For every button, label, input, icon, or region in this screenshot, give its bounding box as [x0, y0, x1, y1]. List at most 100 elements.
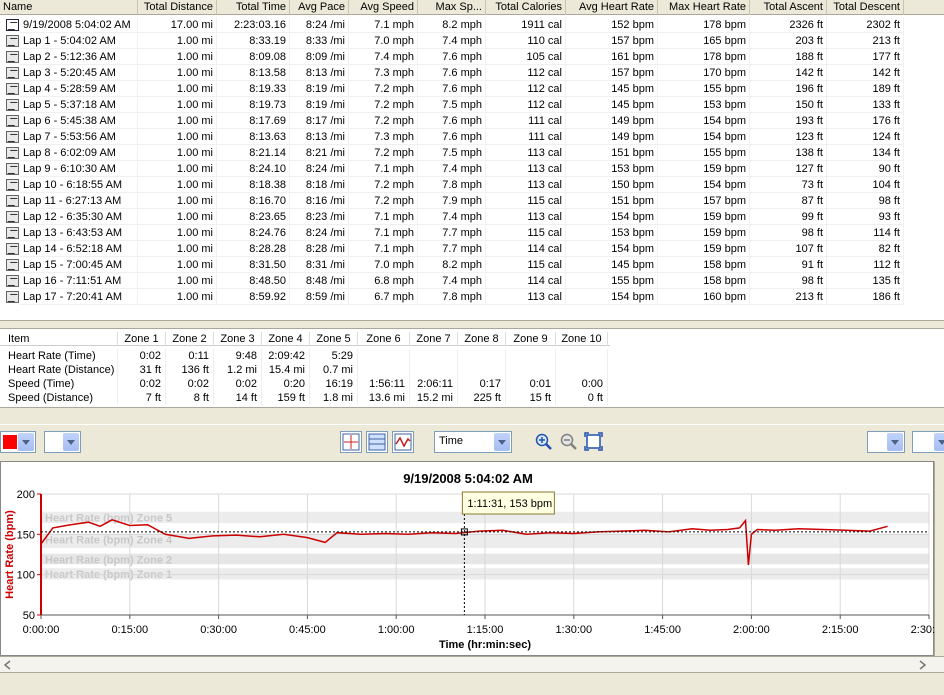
zone-column-header[interactable]: Zone 7: [410, 332, 458, 346]
line-color-select[interactable]: [0, 431, 36, 453]
x-tick-label: 1:30:00: [555, 624, 592, 636]
horizontal-scrollbar[interactable]: [0, 656, 944, 672]
chevron-down-icon[interactable]: [18, 433, 34, 451]
lap-row[interactable]: Lap 3 - 5:20:45 AM 1.00 mi 8:13.58 8:13 /mi…: [0, 65, 944, 81]
lap-icon: [6, 51, 19, 63]
zone-column-header[interactable]: Zone 3: [214, 332, 262, 346]
zoom-out-icon[interactable]: [559, 432, 579, 452]
lap-row[interactable]: Lap 9 - 6:10:30 AM 1.00 mi 8:24.10 8:24 /mi…: [0, 161, 944, 177]
table-cell: 7.4 mph: [418, 161, 486, 177]
column-header[interactable]: Avg Pace: [290, 0, 349, 15]
style-select[interactable]: [44, 431, 81, 453]
lap-row[interactable]: Lap 14 - 6:52:18 AM 1.00 mi 8:28.28 8:28 /m…: [0, 241, 944, 257]
lap-row[interactable]: Lap 16 - 7:11:51 AM 1.00 mi 8:48.50 8:48 /m…: [0, 273, 944, 289]
zone-column-header[interactable]: Zone 9: [506, 332, 556, 346]
table-cell: 1.00 mi: [138, 225, 217, 241]
right-select-1[interactable]: [867, 431, 905, 453]
chart-canvas[interactable]: Heart Rate (bpm) Zone 5 Heart Rate (bpm) …: [1, 462, 944, 657]
lap-row[interactable]: Lap 10 - 6:18:55 AM 1.00 mi 8:18.38 8:18 /m…: [0, 177, 944, 193]
table-cell: 153 bpm: [658, 97, 750, 113]
color-swatch: [3, 435, 17, 449]
zone-column-header[interactable]: Zone 6: [358, 332, 410, 346]
lap-row[interactable]: Lap 17 - 7:20:41 AM 1.00 mi 8:59.92 8:59 /m…: [0, 289, 944, 305]
lap-row[interactable]: Lap 6 - 5:45:38 AM 1.00 mi 8:17.69 8:17 /mi…: [0, 113, 944, 129]
zone-cell: 9:48: [214, 349, 262, 363]
zones-icon: [368, 433, 386, 451]
vertical-scrollbar[interactable]: [934, 461, 944, 656]
table-cell: 7.4 mph: [418, 273, 486, 289]
column-header[interactable]: Total Ascent: [750, 0, 827, 15]
zone-cell: 15.2 mi: [410, 391, 458, 405]
table-cell: 111 cal: [486, 129, 566, 145]
splitter-2[interactable]: [0, 408, 944, 424]
zone-column-header[interactable]: Zone 1: [118, 332, 166, 346]
table-cell: 7.3 mph: [349, 129, 418, 145]
y-axis-label: Heart Rate (bpm): [4, 510, 16, 599]
scroll-left-icon[interactable]: [2, 658, 14, 672]
column-header[interactable]: Name: [0, 0, 138, 15]
table-cell: 177 ft: [827, 49, 904, 65]
column-header[interactable]: Max Sp...: [418, 0, 486, 15]
zone-cell: 0:02: [166, 377, 214, 391]
column-header[interactable]: Total Time: [217, 0, 290, 15]
lap-row[interactable]: Lap 15 - 7:00:45 AM 1.00 mi 8:31.50 8:31 /m…: [0, 257, 944, 273]
zone-column-header[interactable]: Zone 10: [556, 332, 608, 346]
lap-row[interactable]: Lap 11 - 6:27:13 AM 1.00 mi 8:16.70 8:16 /m…: [0, 193, 944, 209]
right-select-2[interactable]: [912, 431, 944, 453]
column-header[interactable]: Avg Speed: [349, 0, 418, 15]
zones-table[interactable]: Item Zone 1 Zone 2 Zone 3 Zone 4 Zone 5 Zone 6…: [0, 328, 944, 408]
lap-row[interactable]: Lap 2 - 5:12:36 AM 1.00 mi 8:09.08 8:09 /mi…: [0, 49, 944, 65]
fit-to-window-icon[interactable]: [584, 432, 604, 452]
zone-cell: 2:09:42: [262, 349, 310, 363]
x-axis-select[interactable]: Time: [434, 431, 512, 453]
chevron-down-icon[interactable]: [887, 433, 903, 451]
heart-rate-line: [40, 518, 888, 566]
table-cell: 196 ft: [750, 81, 827, 97]
lap-row[interactable]: Lap 8 - 6:02:09 AM 1.00 mi 8:21.14 8:21 /mi…: [0, 145, 944, 161]
chevron-down-icon[interactable]: [494, 433, 510, 451]
table-cell: 178 bpm: [658, 49, 750, 65]
column-header[interactable]: Total Descent: [827, 0, 904, 15]
zones-button[interactable]: [366, 431, 388, 453]
zone-cell: 0:00: [556, 377, 608, 391]
zoom-in-icon[interactable]: [534, 432, 554, 452]
zone-column-header[interactable]: Zone 2: [166, 332, 214, 346]
zone-cell: 0:17: [458, 377, 506, 391]
column-header[interactable]: Total Distance: [138, 0, 217, 15]
column-header[interactable]: Total Calories: [486, 0, 566, 15]
table-cell: 113 cal: [486, 289, 566, 305]
lap-row[interactable]: Lap 12 - 6:35:30 AM 1.00 mi 8:23.65 8:23 /m…: [0, 209, 944, 225]
zone-cell: 2:06:11: [410, 377, 458, 391]
table-cell: 91 ft: [750, 257, 827, 273]
zone-column-header[interactable]: Zone 4: [262, 332, 310, 346]
table-cell: 7.6 mph: [418, 81, 486, 97]
table-cell: 154 bpm: [658, 113, 750, 129]
table-cell: 8:33.19: [217, 33, 290, 49]
column-header[interactable]: Avg Heart Rate: [566, 0, 658, 15]
laps-table[interactable]: Name Total Distance Total Time Avg Pace Avg …: [0, 0, 944, 320]
chevron-down-icon[interactable]: [63, 433, 79, 451]
chevron-down-icon[interactable]: [934, 433, 944, 451]
column-header[interactable]: Max Heart Rate: [658, 0, 750, 15]
crosshair-button[interactable]: [340, 431, 362, 453]
zone-cell: [506, 349, 556, 363]
lap-icon: [6, 211, 19, 223]
table-cell: 186 ft: [827, 289, 904, 305]
heart-rate-chart[interactable]: Heart Rate (bpm) Zone 5 Heart Rate (bpm) …: [0, 461, 944, 657]
scroll-right-icon[interactable]: [916, 658, 928, 672]
splitter[interactable]: [0, 320, 944, 328]
zone-column-header[interactable]: Zone 8: [458, 332, 506, 346]
graph-button[interactable]: [392, 431, 414, 453]
lap-row[interactable]: Lap 1 - 5:04:02 AM 1.00 mi 8:33.19 8:33 /mi…: [0, 33, 944, 49]
lap-row[interactable]: Lap 4 - 5:28:59 AM 1.00 mi 8:19.33 8:19 /mi…: [0, 81, 944, 97]
lap-row[interactable]: Lap 5 - 5:37:18 AM 1.00 mi 8:19.73 8:19 /mi…: [0, 97, 944, 113]
table-cell: 8:13 /mi: [290, 129, 349, 145]
lap-row[interactable]: Lap 13 - 6:43:53 AM 1.00 mi 8:24.76 8:24 /m…: [0, 225, 944, 241]
table-cell: 8:16 /mi: [290, 193, 349, 209]
zone-label: Heart Rate (bpm) Zone 4: [45, 535, 173, 547]
table-cell: 7.2 mph: [349, 81, 418, 97]
zone-column-header[interactable]: Item: [4, 332, 118, 346]
activity-row[interactable]: 9/19/2008 5:04:02 AM 17.00 mi 2:23:03.16 8:…: [0, 17, 944, 33]
lap-row[interactable]: Lap 7 - 5:53:56 AM 1.00 mi 8:13.63 8:13 /mi…: [0, 129, 944, 145]
zone-column-header[interactable]: Zone 5: [310, 332, 358, 346]
